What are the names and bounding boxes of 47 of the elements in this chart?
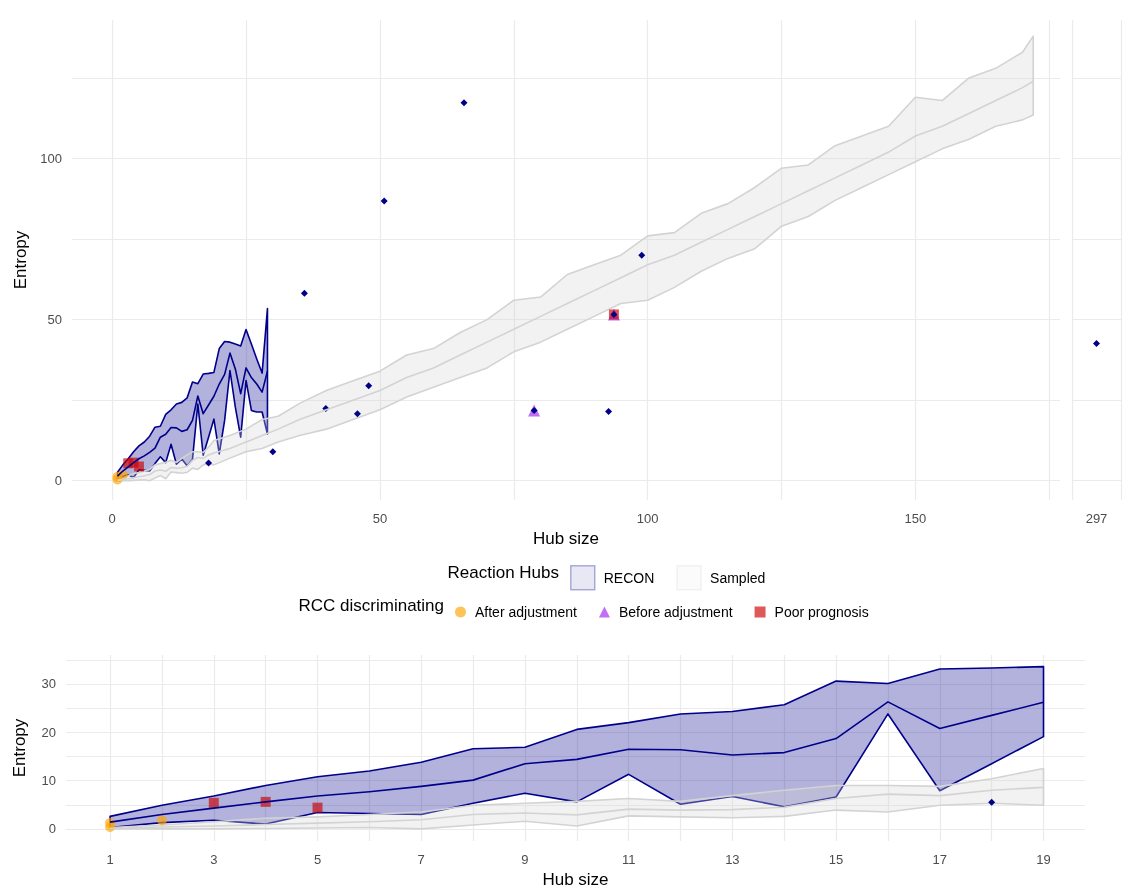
y-tick-label: 0 [54, 473, 62, 489]
x-tick-label: 3 [210, 852, 218, 867]
point [353, 410, 361, 418]
x-tick-label: 5 [313, 852, 322, 867]
y-tick-label: 100 [40, 151, 62, 167]
x-tick-label: 11 [621, 852, 636, 867]
x-tick-label: 15 [828, 852, 844, 867]
legend-label: RECON [603, 569, 655, 586]
legend-label: Poor prognosis [774, 604, 869, 620]
point [208, 797, 219, 808]
x-tick-label: 0 [108, 511, 116, 526]
y-tick-label: 50 [47, 312, 62, 328]
legend-label: After adjustment [475, 604, 578, 620]
x-tick-label: 150 [904, 511, 927, 526]
point [269, 448, 277, 456]
point [988, 798, 996, 806]
y-tick-label: 30 [41, 676, 56, 692]
point [460, 99, 468, 107]
y-tick-label: 10 [41, 773, 56, 789]
x-tick-label: 100 [636, 511, 659, 526]
x-tick-label: 19 [1036, 852, 1051, 867]
point [300, 289, 308, 297]
text: RCC discriminating [298, 596, 444, 615]
y-axis-title: Entropy [10, 718, 29, 778]
point [380, 197, 388, 205]
y-tick-label: 20 [41, 724, 56, 740]
point [133, 461, 144, 472]
x-tick-label: 13 [725, 852, 740, 867]
x-axis-title: Hub size [542, 870, 609, 889]
text: Reaction Hubs [447, 563, 560, 582]
x-axis-title: Hub size [532, 529, 600, 548]
point [605, 407, 613, 415]
point [365, 382, 373, 390]
point [156, 815, 167, 826]
x-tick-label: 297 [1085, 511, 1108, 526]
x-tick-label: 1 [106, 852, 114, 867]
y-axis-title: Entropy [11, 230, 31, 290]
x-tick-label: 9 [521, 852, 529, 867]
point [205, 459, 213, 467]
legend-label: Sampled [710, 569, 766, 586]
y-tick-label: 0 [48, 821, 56, 837]
legend-label: Before adjustment [618, 604, 733, 620]
point [312, 802, 323, 813]
point [638, 251, 646, 259]
x-tick-label: 17 [932, 852, 948, 867]
x-tick-label: 7 [417, 852, 425, 867]
x-tick-label: 50 [372, 511, 388, 526]
